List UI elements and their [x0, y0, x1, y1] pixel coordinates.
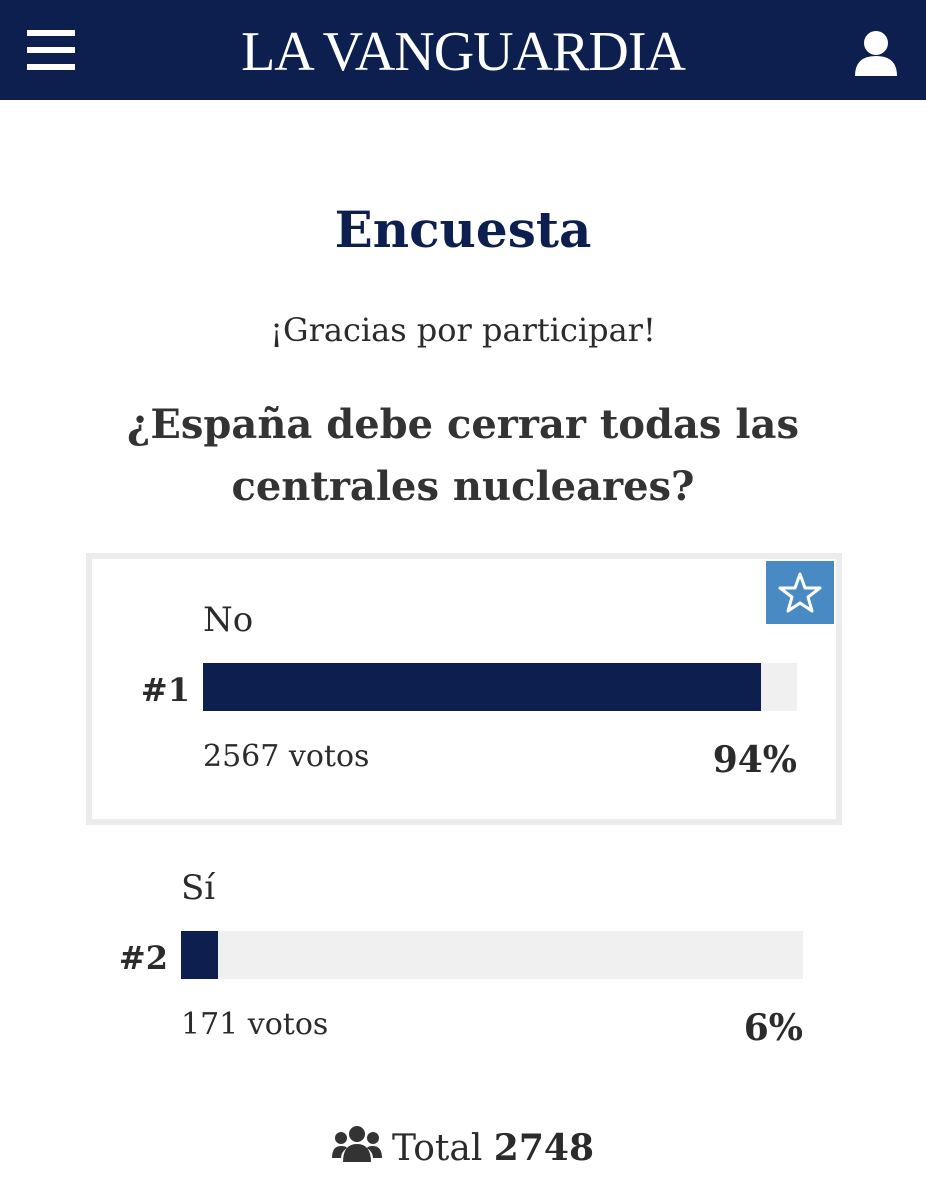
total: Total 2748 [0, 1124, 926, 1173]
poll-thanks: ¡Gracias por participar! [270, 311, 656, 349]
option-votes: 171 votos [181, 1007, 329, 1042]
header: LA VANGUARDIA [0, 0, 926, 100]
option-rank: #2 [118, 939, 168, 977]
poll-heading: Encuesta [334, 200, 592, 259]
total-label: Total [392, 1128, 483, 1169]
star-badge [766, 561, 834, 624]
bar-track [203, 663, 797, 711]
menu-button[interactable] [27, 30, 75, 72]
option-label: Sí [181, 868, 216, 908]
bar [181, 931, 219, 979]
bar [203, 663, 762, 711]
total-value: 2748 [493, 1127, 594, 1169]
brand[interactable]: LA VANGUARDIA [241, 21, 686, 83]
option-votes: 2567 votos [203, 739, 370, 774]
user-button[interactable] [853, 30, 899, 78]
poll-question: ¿España debe cerrar todas las centrales … [126, 401, 799, 510]
people-icon [332, 1126, 382, 1162]
winner-box [86, 553, 842, 825]
option-percent: 94% [712, 739, 797, 781]
option-rank: #1 [140, 671, 190, 709]
option-label: No [203, 600, 254, 640]
bar-track [181, 931, 803, 979]
option-percent: 6% [743, 1007, 803, 1049]
